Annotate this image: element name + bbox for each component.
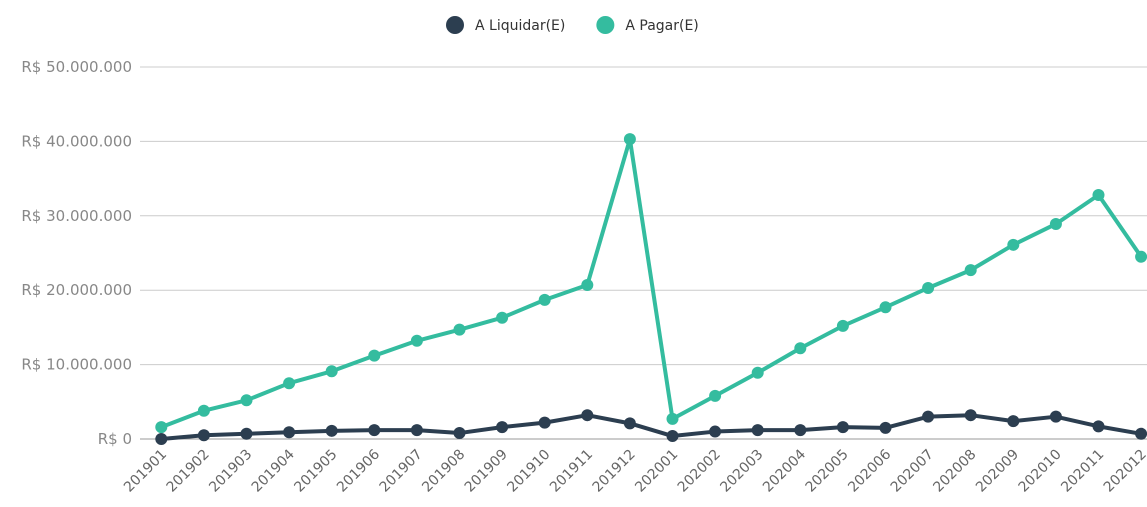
data-point <box>240 394 253 407</box>
data-point <box>538 293 551 306</box>
x-tick-label: 201909 <box>462 447 511 496</box>
legend-label: A Liquidar(E) <box>475 18 565 34</box>
data-point <box>623 417 636 430</box>
data-point <box>709 425 722 438</box>
data-point <box>283 426 296 439</box>
data-point <box>794 424 807 437</box>
data-point <box>879 421 892 434</box>
y-tick-label: R$ 50.000.000 <box>21 58 132 76</box>
x-tick-label: 201907 <box>377 447 426 496</box>
x-tick-label: 202006 <box>845 446 894 495</box>
data-point <box>496 421 509 434</box>
data-point <box>368 424 381 437</box>
x-tick-label: 201905 <box>291 447 340 496</box>
data-point <box>410 334 423 347</box>
x-tick-label: 201912 <box>590 447 639 496</box>
data-point <box>155 433 168 445</box>
data-point <box>496 311 509 324</box>
x-tick-label: 202011 <box>1058 447 1107 496</box>
series-line <box>161 413 1142 441</box>
x-tick-label: 202003 <box>717 447 766 496</box>
data-point <box>325 424 338 437</box>
data-point <box>1092 420 1105 433</box>
data-point <box>1049 410 1062 423</box>
data-point <box>751 366 764 379</box>
data-point <box>197 429 210 442</box>
data-point <box>581 409 594 422</box>
data-point <box>964 264 977 277</box>
legend-label: A Pagar(E) <box>625 18 698 34</box>
legend-marker <box>596 16 615 34</box>
data-point <box>879 301 892 314</box>
x-tick-label: 202009 <box>973 447 1022 496</box>
data-point <box>922 281 935 294</box>
data-point <box>1007 415 1020 428</box>
x-tick-label: 202012 <box>1101 447 1147 496</box>
series-line <box>160 137 1143 429</box>
data-point <box>1135 427 1147 440</box>
data-point <box>1049 217 1062 230</box>
data-point <box>1092 188 1105 201</box>
data-point <box>368 349 381 362</box>
x-tick-label: 201908 <box>419 447 468 496</box>
y-tick-label: R$ 40.000.000 <box>21 132 132 150</box>
data-point <box>666 412 679 425</box>
y-tick-label: R$ 30.000.000 <box>21 207 132 225</box>
data-point <box>1135 250 1147 263</box>
x-tick-label: 201910 <box>504 447 553 496</box>
y-tick-label: R$ 20.000.000 <box>21 281 132 299</box>
x-tick-label: 201902 <box>164 447 213 496</box>
data-point <box>240 427 253 440</box>
data-point <box>964 409 977 422</box>
data-point <box>666 430 679 443</box>
x-tick-label: 201911 <box>547 447 596 496</box>
x-tick-label: 202002 <box>675 447 724 496</box>
x-tick-label: 201901 <box>121 447 170 496</box>
data-point <box>197 404 210 417</box>
legend-marker <box>446 16 464 34</box>
data-point <box>709 389 722 402</box>
data-point <box>751 424 764 437</box>
x-tick-label: 201906 <box>334 446 383 495</box>
data-point <box>836 319 849 332</box>
data-point <box>794 342 807 355</box>
x-tick-label: 202004 <box>760 446 809 495</box>
x-tick-label: 202001 <box>632 447 681 496</box>
y-tick-label: R$ 0 <box>98 430 132 448</box>
x-tick-label: 202007 <box>888 447 937 496</box>
x-tick-label: 202005 <box>803 447 852 496</box>
data-point <box>836 421 849 434</box>
data-point <box>922 410 935 423</box>
data-point <box>155 421 168 434</box>
data-point <box>325 365 338 378</box>
data-point <box>1007 238 1020 251</box>
data-point <box>283 377 296 390</box>
x-tick-label: 202008 <box>930 447 979 496</box>
data-point <box>453 323 466 336</box>
x-tick-label: 201903 <box>206 447 255 496</box>
data-point <box>453 427 466 440</box>
x-tick-label: 201904 <box>249 446 298 495</box>
y-tick-label: R$ 10.000.000 <box>21 356 132 374</box>
data-point <box>410 424 423 437</box>
data-point <box>538 416 551 429</box>
x-tick-label: 202010 <box>1016 447 1065 496</box>
data-point <box>581 278 594 291</box>
data-point <box>623 133 636 146</box>
